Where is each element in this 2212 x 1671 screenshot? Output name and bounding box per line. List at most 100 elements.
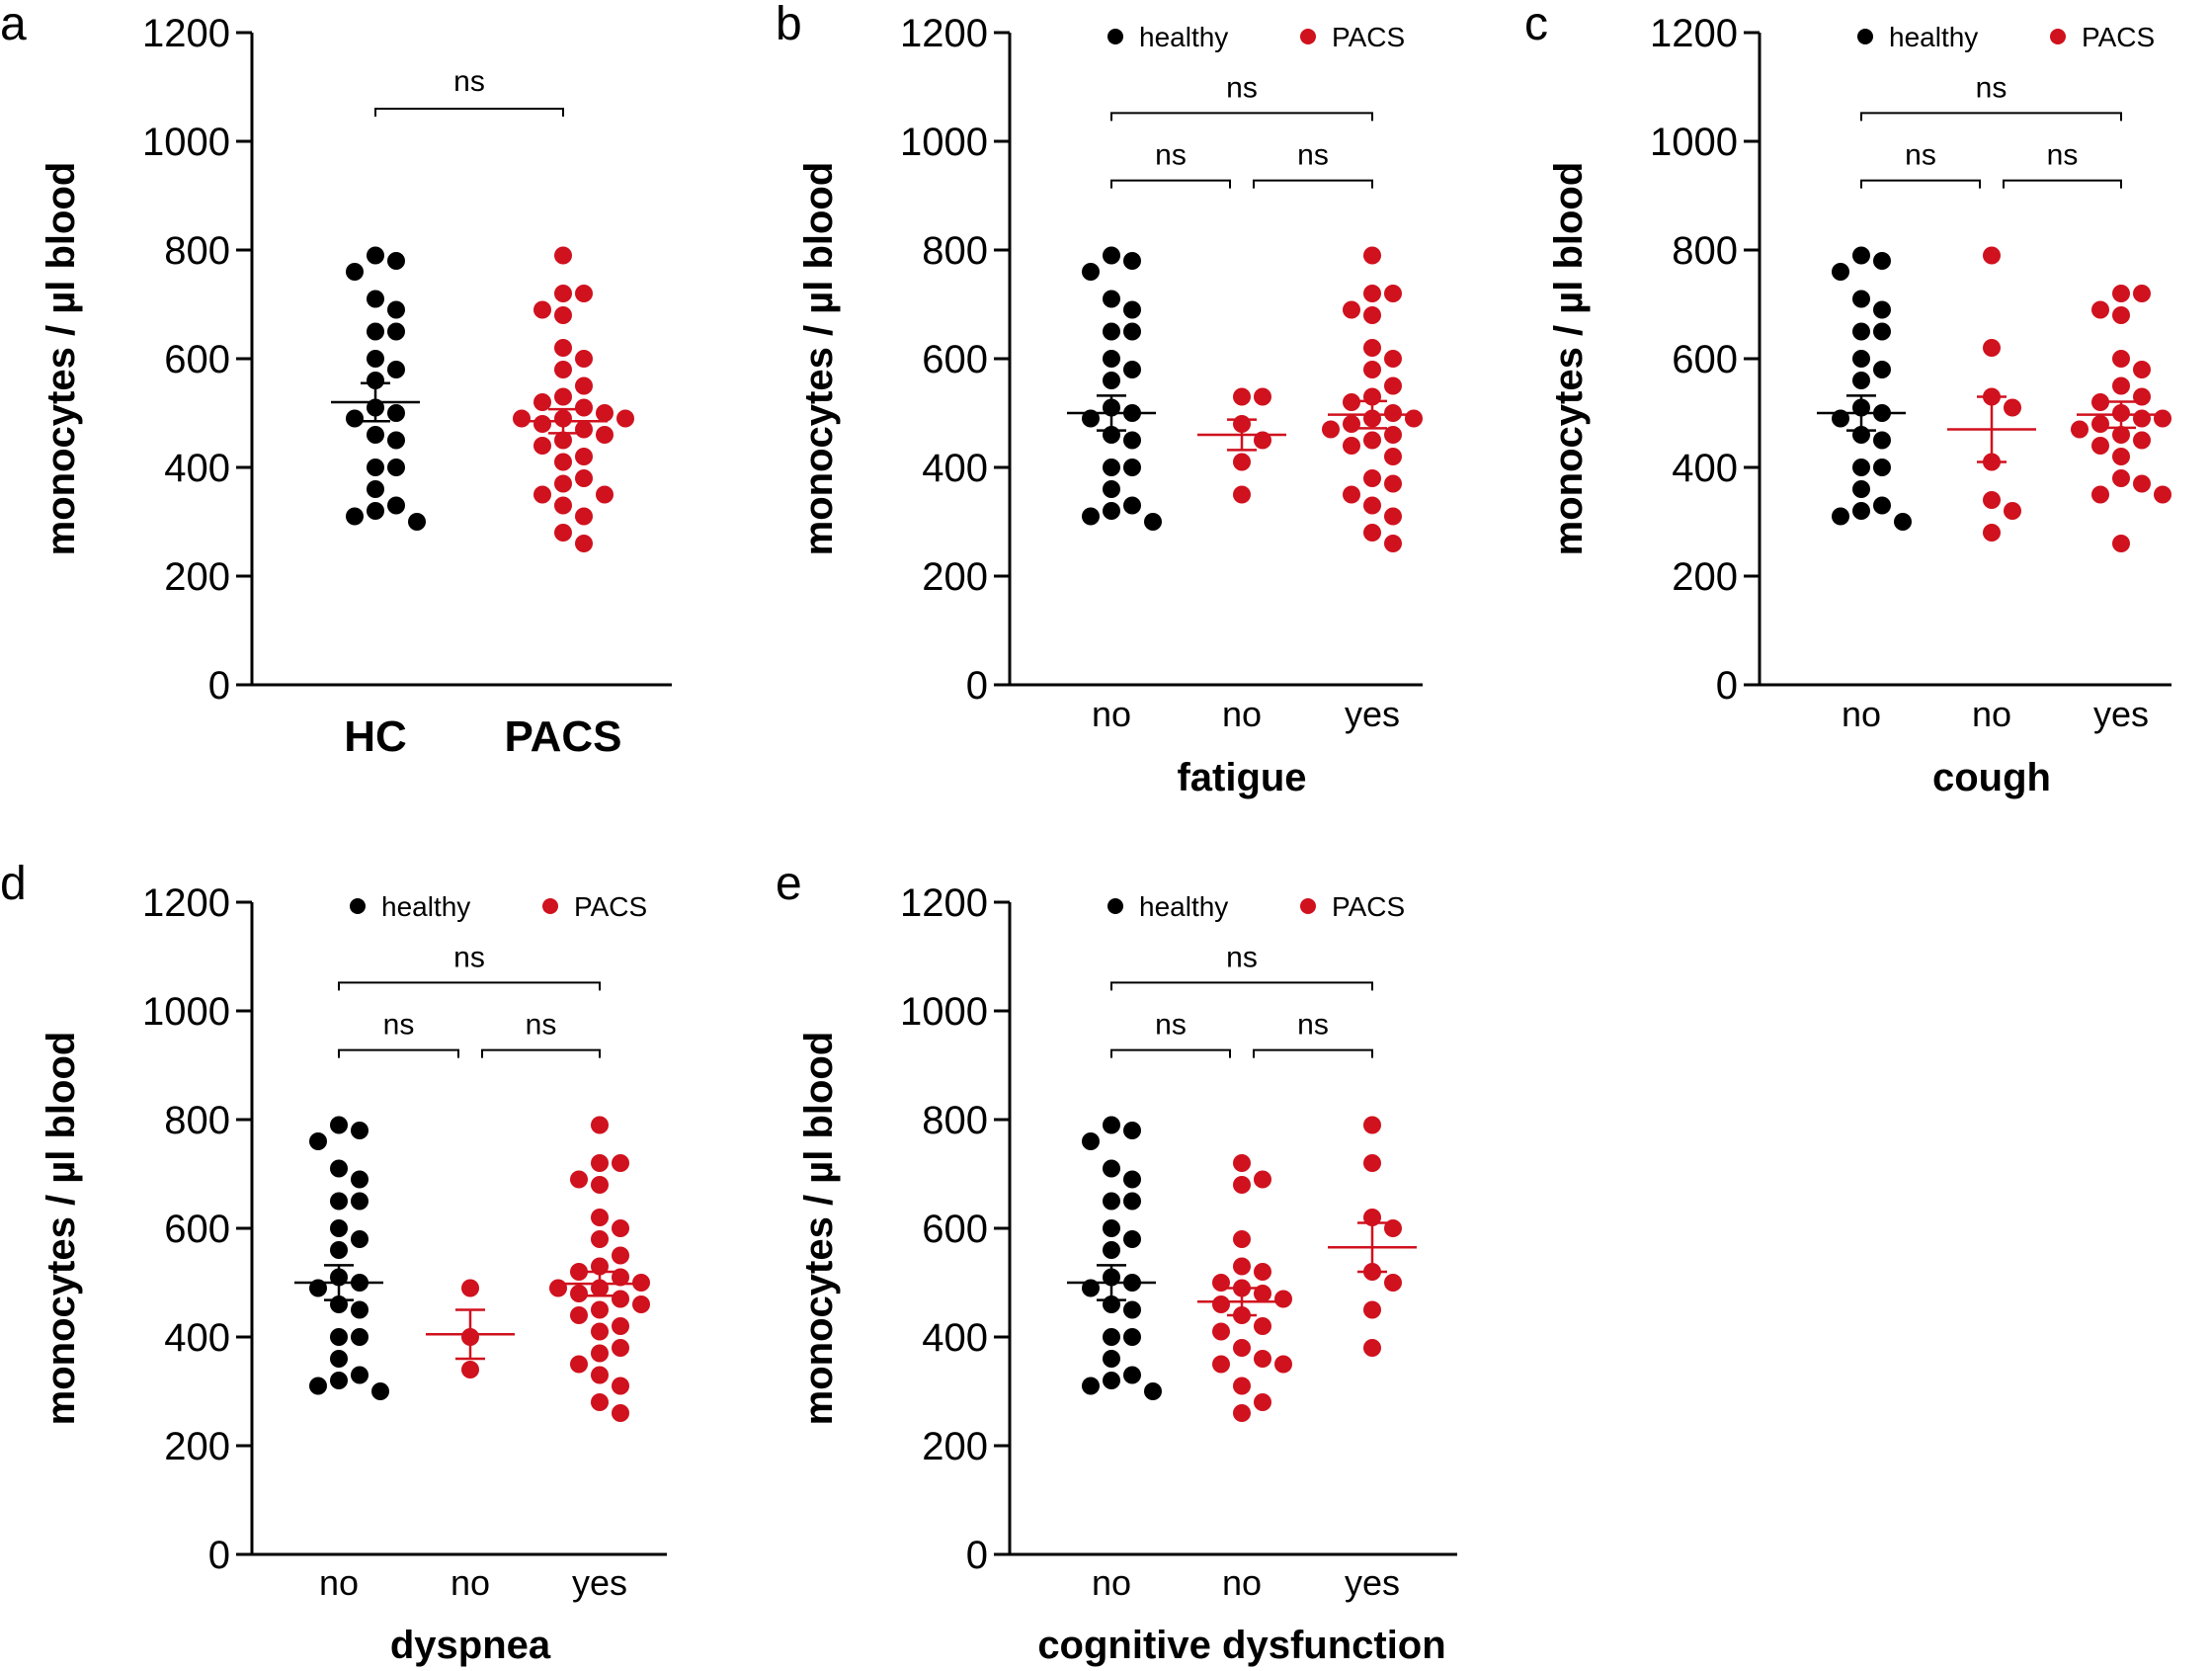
y-tick-label: 0 xyxy=(208,1534,230,1577)
data-point xyxy=(1363,469,1381,487)
legend-marker-healthy xyxy=(1107,898,1123,914)
data-point xyxy=(1233,1257,1251,1276)
data-point xyxy=(1363,361,1381,378)
panel-c: c 0 200 400 600 800 1000 1200 monocytes / µl blo… xyxy=(1524,0,2171,799)
y-tick-label: 800 xyxy=(922,1099,988,1142)
data-point xyxy=(1363,285,1381,302)
significance-label: ns xyxy=(1297,139,1329,172)
data-point xyxy=(1384,474,1402,493)
data-point xyxy=(1103,372,1120,389)
data-point xyxy=(1103,350,1120,368)
data-point xyxy=(1363,1154,1381,1172)
data-point xyxy=(367,480,384,498)
data-point xyxy=(591,1393,609,1411)
data-point xyxy=(2133,474,2151,493)
x-axis-label: cognitive dysfunction xyxy=(1037,1624,1445,1667)
y-tick-label: 400 xyxy=(164,447,230,490)
y-tick-label: 400 xyxy=(922,447,988,490)
x-tick-label: no xyxy=(1222,694,1262,734)
data-point xyxy=(591,1300,609,1319)
data-point xyxy=(554,453,572,471)
x-axis-label: dyspnea xyxy=(390,1624,551,1667)
data-point xyxy=(632,1295,650,1313)
data-point xyxy=(1852,502,1870,520)
data-point xyxy=(1123,431,1141,450)
data-point xyxy=(554,339,572,357)
data-point xyxy=(330,1372,348,1389)
legend-label-pacs: PACS xyxy=(2082,22,2155,52)
y-tick-label: 1000 xyxy=(1650,121,1738,164)
significance-bracket xyxy=(481,1048,601,1058)
data-point xyxy=(330,1241,348,1259)
data-point xyxy=(1103,459,1120,476)
legend-marker-healthy xyxy=(1107,29,1123,44)
data-point xyxy=(591,1322,609,1341)
data-point xyxy=(1384,448,1402,465)
data-point xyxy=(1363,1300,1381,1319)
data-point xyxy=(1343,437,1360,455)
data-point xyxy=(408,513,426,531)
legend-marker-pacs xyxy=(2050,29,2066,44)
data-point xyxy=(554,361,572,378)
data-point xyxy=(1212,1322,1230,1341)
data-point xyxy=(2133,361,2151,378)
data-point xyxy=(2112,376,2130,395)
data-point xyxy=(367,350,384,368)
significance-label: ns xyxy=(2047,139,2079,172)
data-point xyxy=(330,1328,348,1346)
data-point xyxy=(591,1176,609,1194)
data-point xyxy=(1233,1176,1251,1194)
data-point xyxy=(2154,485,2171,504)
y-tick-label: 600 xyxy=(1672,338,1738,381)
x-axis-label: fatigue xyxy=(1177,756,1306,799)
data-point xyxy=(351,1122,369,1139)
significance-bracket xyxy=(338,981,601,991)
data-point xyxy=(612,1317,629,1335)
significance-bracket xyxy=(1110,112,1373,122)
data-point xyxy=(1123,252,1141,270)
data-point xyxy=(1233,1339,1251,1357)
data-point xyxy=(554,285,572,302)
data-point xyxy=(1254,1263,1271,1281)
data-point xyxy=(591,1230,609,1248)
data-point xyxy=(1103,1241,1120,1259)
y-tick-label: 1200 xyxy=(900,881,988,925)
significance-label: ns xyxy=(383,1009,415,1042)
data-point xyxy=(1405,409,1423,428)
data-point xyxy=(1873,300,1891,319)
data-point xyxy=(591,1154,609,1172)
data-point xyxy=(1212,1274,1230,1292)
data-point xyxy=(1103,1219,1120,1237)
data-point xyxy=(1103,290,1120,308)
data-point xyxy=(1274,1355,1292,1374)
data-point xyxy=(575,376,593,395)
data-point xyxy=(1123,496,1141,515)
data-point xyxy=(1832,263,1849,281)
data-point xyxy=(1103,1350,1120,1368)
legend-marker-pacs xyxy=(542,898,558,914)
data-point xyxy=(367,322,384,341)
data-point xyxy=(1103,1116,1120,1134)
significance-bracket xyxy=(1860,112,2122,122)
data-point xyxy=(1123,1328,1141,1346)
data-point xyxy=(2112,469,2130,487)
data-point xyxy=(554,246,572,265)
data-point xyxy=(575,285,593,302)
data-point xyxy=(346,409,364,428)
data-point xyxy=(1254,387,1271,406)
data-point xyxy=(1123,459,1141,476)
data-point xyxy=(612,1268,629,1287)
data-point xyxy=(1343,300,1360,319)
data-point xyxy=(387,322,405,341)
significance-bracket xyxy=(338,1048,459,1058)
data-point xyxy=(1384,1274,1402,1292)
data-point xyxy=(596,426,614,444)
x-tick-label: no xyxy=(451,1562,490,1603)
panel-letter: e xyxy=(776,858,802,910)
data-point xyxy=(1343,485,1360,504)
data-point xyxy=(2133,387,2151,406)
y-axis-label: monocytes / µl blood xyxy=(40,1032,83,1426)
x-tick-label: no xyxy=(319,1562,359,1603)
y-axis-label: monocytes / µl blood xyxy=(797,162,841,556)
y-tick-label: 800 xyxy=(922,229,988,273)
